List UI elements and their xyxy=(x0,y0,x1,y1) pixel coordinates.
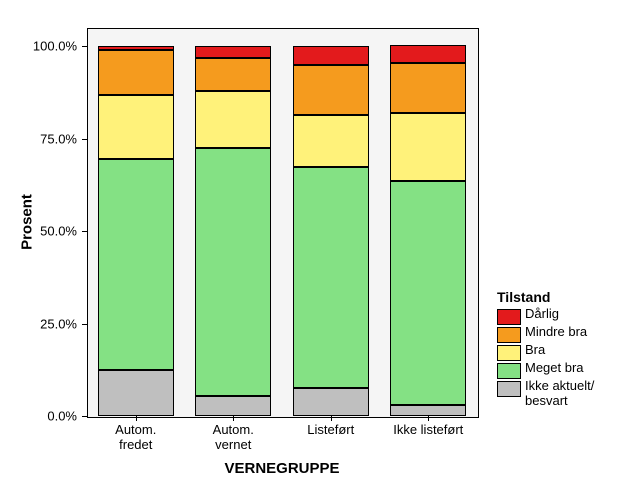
legend-swatch xyxy=(497,345,521,361)
y-tick-mark xyxy=(82,139,87,140)
legend-swatch xyxy=(497,327,521,343)
bar-segment-mindre_bra xyxy=(98,50,174,94)
legend-item-mindre_bra: Mindre bra xyxy=(497,325,594,343)
bar xyxy=(390,28,466,416)
y-tick-mark xyxy=(82,231,87,232)
x-tick-label: Ikke listeført xyxy=(393,423,463,438)
legend-label: Mindre bra xyxy=(525,325,587,339)
bar-segment-ikke_aktuelt xyxy=(98,370,174,416)
y-tick-mark xyxy=(82,416,87,417)
legend-swatch xyxy=(497,363,521,379)
bar-segment-meget_bra xyxy=(390,181,466,405)
bar-segment-meget_bra xyxy=(293,167,369,389)
bar-segment-bra xyxy=(390,113,466,181)
bar-segment-ikke_aktuelt xyxy=(195,396,271,416)
legend-item-bra: Bra xyxy=(497,343,594,361)
y-tick-mark xyxy=(82,324,87,325)
chart-figure: Prosent VERNEGRUPPE Tilstand Dårlig Mindr… xyxy=(0,0,626,501)
x-tick-mark xyxy=(136,416,137,421)
bar-segment-bra xyxy=(293,115,369,167)
legend-label: Ikke aktuelt/ besvart xyxy=(525,379,594,408)
legend-label: Dårlig xyxy=(525,307,559,321)
bar-segment-bra xyxy=(98,95,174,160)
bar-segment-mindre_bra xyxy=(195,58,271,91)
bar-segment-mindre_bra xyxy=(390,63,466,113)
legend-item-meget_bra: Meget bra xyxy=(497,361,594,379)
x-tick-mark xyxy=(233,416,234,421)
bar-segment-darlig xyxy=(390,45,466,63)
legend-title: Tilstand xyxy=(497,290,594,305)
bar-segment-darlig xyxy=(98,46,174,50)
bar xyxy=(293,28,369,416)
bar xyxy=(195,28,271,416)
y-tick-label: 100.0% xyxy=(33,39,77,54)
bar-segment-ikke_aktuelt xyxy=(293,388,369,416)
bar-segment-darlig xyxy=(195,46,271,57)
legend: Tilstand Dårlig Mindre bra Bra Meget bra Ikk… xyxy=(497,290,594,408)
x-tick-label: Autom. vernet xyxy=(213,423,254,453)
y-axis-title: Prosent xyxy=(19,194,36,250)
y-tick-mark xyxy=(82,46,87,47)
x-tick-label: Autom. fredet xyxy=(115,423,156,453)
bar-segment-bra xyxy=(195,91,271,148)
y-tick-label: 75.0% xyxy=(40,131,77,146)
y-tick-label: 25.0% xyxy=(40,316,77,331)
legend-swatch xyxy=(497,381,521,397)
legend-item-darlig: Dårlig xyxy=(497,307,594,325)
bar-segment-meget_bra xyxy=(98,159,174,370)
x-tick-label: Listeført xyxy=(307,423,354,438)
x-tick-mark xyxy=(428,416,429,421)
legend-item-ikke_aktuelt: Ikke aktuelt/ besvart xyxy=(497,379,594,408)
legend-label: Meget bra xyxy=(525,361,584,375)
bar-segment-darlig xyxy=(293,46,369,64)
y-tick-label: 0.0% xyxy=(47,409,77,424)
bar-segment-mindre_bra xyxy=(293,65,369,115)
x-axis-title: VERNEGRUPPE xyxy=(224,460,339,477)
x-tick-mark xyxy=(331,416,332,421)
bar-segment-meget_bra xyxy=(195,148,271,396)
bar-segment-ikke_aktuelt xyxy=(390,405,466,416)
legend-label: Bra xyxy=(525,343,545,357)
bar xyxy=(98,28,174,416)
y-tick-label: 50.0% xyxy=(40,224,77,239)
legend-swatch xyxy=(497,309,521,325)
